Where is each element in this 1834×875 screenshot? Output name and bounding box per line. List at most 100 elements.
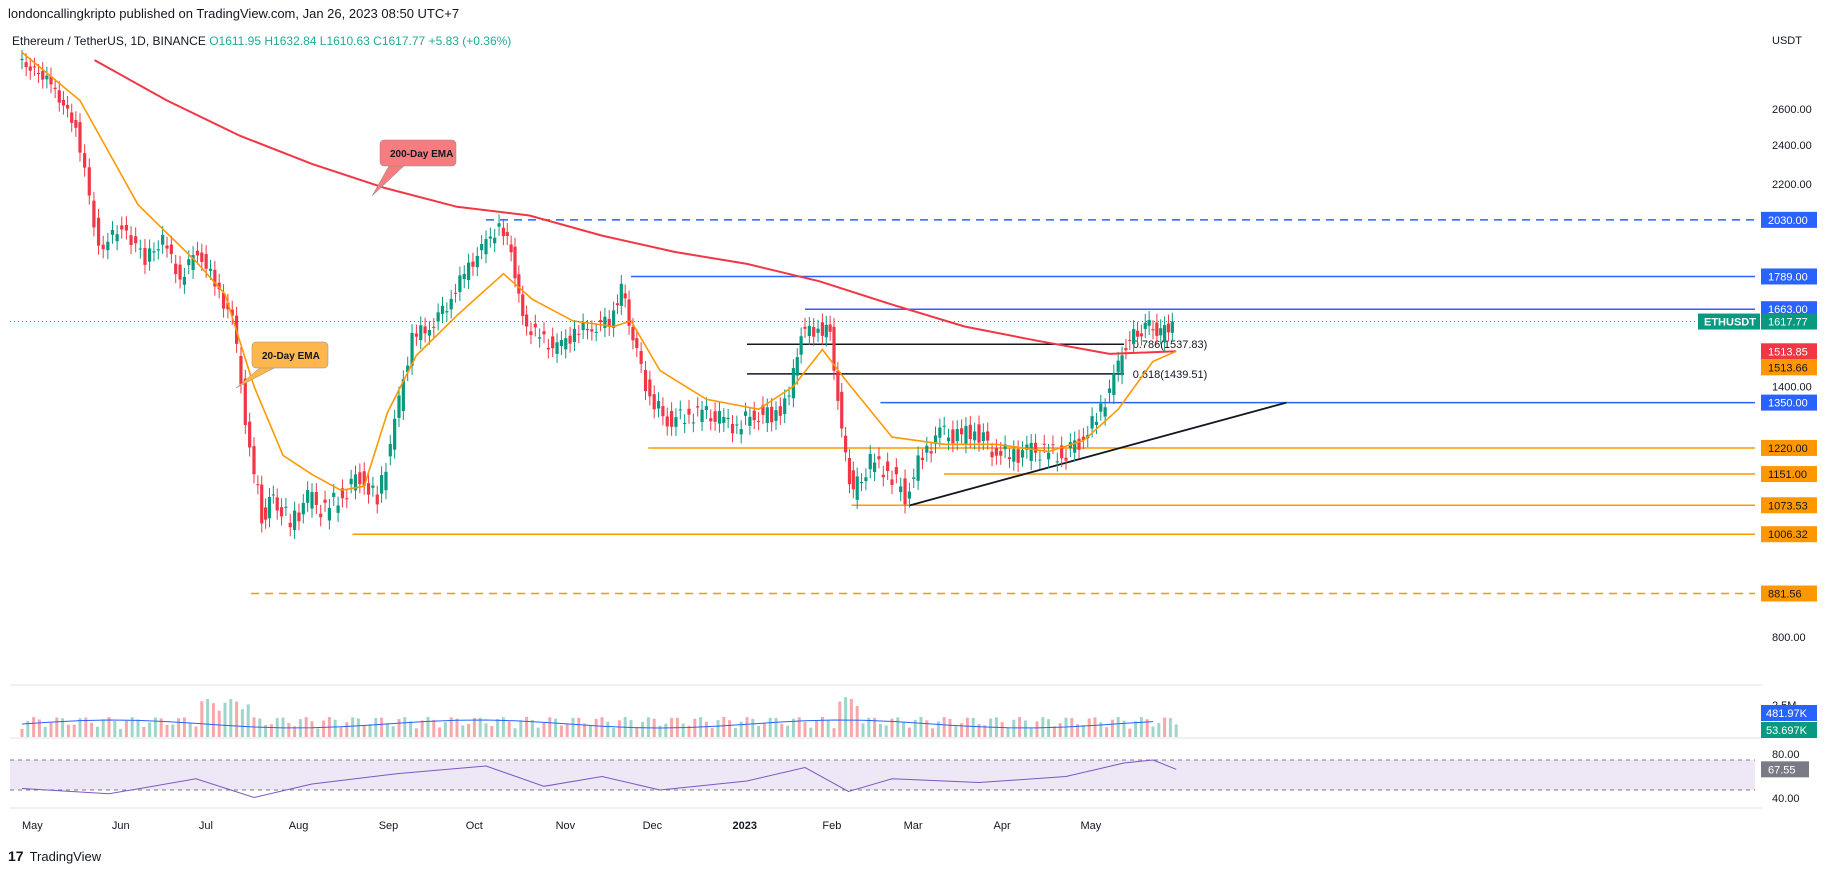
volume-bar bbox=[124, 720, 128, 737]
candle-body bbox=[894, 467, 898, 475]
candle-body bbox=[795, 357, 799, 376]
candle-body bbox=[187, 259, 191, 266]
candle-body bbox=[656, 401, 661, 409]
candle-body bbox=[990, 451, 994, 458]
candle-body bbox=[551, 336, 555, 349]
volume-bar bbox=[1105, 727, 1109, 737]
candle-body bbox=[267, 496, 272, 519]
x-tick-label: Jun bbox=[112, 820, 130, 832]
candle-body bbox=[32, 66, 37, 68]
volume-bar bbox=[965, 717, 969, 737]
candle-body bbox=[1163, 325, 1167, 343]
volume-bar bbox=[95, 726, 99, 737]
volume-bar bbox=[90, 722, 94, 737]
candle-body bbox=[41, 70, 45, 80]
candle-body bbox=[169, 244, 173, 255]
candle-body bbox=[230, 309, 234, 316]
candle-body bbox=[1143, 322, 1147, 329]
candle-body bbox=[505, 232, 509, 236]
ema200-line[interactable] bbox=[94, 59, 1177, 355]
volume-bar bbox=[629, 720, 633, 737]
volume-bar bbox=[577, 717, 581, 737]
publisher-line: londoncallingkripto published on Trading… bbox=[8, 6, 460, 21]
candle-body bbox=[873, 462, 877, 473]
candle-body bbox=[70, 112, 74, 123]
candle-body bbox=[501, 227, 505, 237]
fib-label: 0.786(1537.83) bbox=[1133, 339, 1208, 351]
level-tag-1220.00 bbox=[1761, 439, 1817, 456]
volume-bar bbox=[907, 727, 911, 737]
candle-body bbox=[92, 200, 96, 228]
volume-bar bbox=[478, 717, 482, 737]
candle-body bbox=[293, 510, 297, 531]
candle-body bbox=[700, 409, 704, 423]
currency-label: USDT bbox=[1772, 35, 1802, 47]
volume-bar bbox=[55, 717, 59, 737]
volume-bar bbox=[849, 698, 853, 737]
ema20-callout[interactable] bbox=[251, 341, 329, 369]
candle-body bbox=[661, 406, 665, 417]
volume-bar bbox=[240, 709, 244, 737]
candle-body bbox=[986, 431, 990, 441]
candle-body bbox=[1016, 449, 1020, 463]
level-tag-label: 881.56 bbox=[1768, 589, 1802, 601]
tradingview-footer[interactable]: 17 TradingView bbox=[8, 848, 101, 864]
candle-body bbox=[101, 244, 105, 250]
ema200-callout[interactable] bbox=[379, 139, 457, 167]
volume-bar bbox=[368, 724, 372, 737]
level-tag-label: 2030.00 bbox=[1768, 215, 1808, 227]
x-tick-label: Nov bbox=[556, 820, 576, 832]
volume-bar bbox=[948, 719, 952, 737]
volume-bar bbox=[1041, 717, 1045, 737]
volume-bar bbox=[391, 726, 395, 737]
trendline[interactable] bbox=[909, 401, 1287, 507]
level-tag-881.56 bbox=[1761, 585, 1817, 602]
volume-bar bbox=[507, 721, 511, 737]
symbol-legend[interactable]: Ethereum / TetherUS, 1D, BINANCE O1611.9… bbox=[12, 34, 511, 48]
volume-bar bbox=[49, 722, 53, 737]
volume-bar bbox=[490, 726, 494, 737]
candle-body bbox=[877, 456, 881, 460]
candle-body bbox=[555, 342, 559, 354]
volume-bar bbox=[229, 699, 233, 737]
ema20-line[interactable] bbox=[21, 51, 1177, 492]
candle-body bbox=[78, 122, 82, 153]
volume-bar bbox=[316, 728, 320, 737]
candle-body bbox=[1099, 403, 1103, 412]
candle-body bbox=[859, 482, 864, 484]
candle-body bbox=[585, 328, 590, 331]
volume-bar bbox=[942, 717, 946, 737]
volume-bar bbox=[264, 725, 268, 737]
candle-body bbox=[1077, 438, 1081, 450]
candle-body bbox=[401, 379, 405, 411]
level-tag-1151.00 bbox=[1761, 466, 1817, 483]
candle-body bbox=[279, 507, 284, 517]
candle-body bbox=[358, 472, 362, 485]
candle-body bbox=[248, 421, 252, 448]
candle-body bbox=[28, 66, 32, 71]
volume-bar bbox=[171, 724, 175, 737]
candle-body bbox=[410, 332, 414, 366]
candle-body bbox=[726, 417, 730, 420]
volume-bar bbox=[148, 722, 152, 737]
volume-bar bbox=[287, 723, 291, 737]
fib-label: 0.618(1439.51) bbox=[1133, 369, 1208, 381]
candle-body bbox=[284, 506, 288, 508]
level-tag-label: 1006.32 bbox=[1768, 529, 1808, 541]
candle-body bbox=[1081, 436, 1085, 441]
volume-bar bbox=[936, 721, 940, 737]
candle-body bbox=[174, 263, 178, 275]
candle-body bbox=[497, 223, 501, 227]
candle-body bbox=[323, 499, 327, 503]
candle-body bbox=[256, 484, 260, 486]
candle-body bbox=[319, 513, 323, 518]
candle-body bbox=[803, 326, 807, 329]
x-tick-label: Mar bbox=[904, 820, 923, 832]
rsi-line[interactable] bbox=[21, 759, 1177, 799]
candle-body bbox=[204, 254, 208, 269]
candle-body bbox=[57, 90, 61, 103]
volume-bar bbox=[571, 717, 575, 737]
candle-body bbox=[275, 497, 279, 511]
candle-body bbox=[423, 326, 427, 334]
